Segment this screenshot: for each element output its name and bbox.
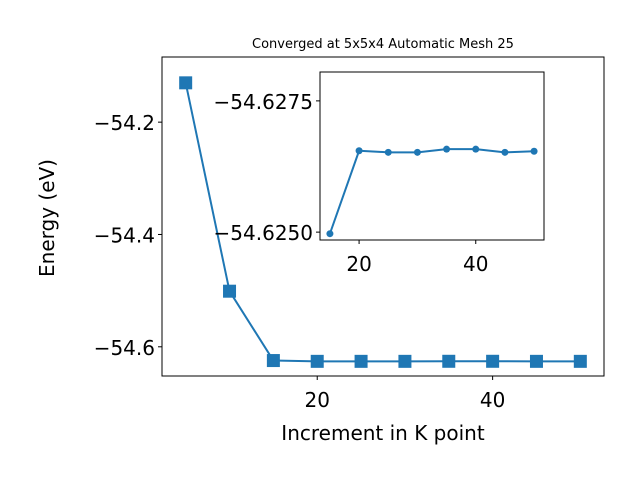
inset-background [320,72,544,240]
inset-plot-area: 20 40 −54.6250 −54.6275 [214,71,545,276]
inset-y-tick-label: −54.6250 [214,221,313,245]
main-data-point [266,354,280,368]
inset-data-point [413,148,421,156]
main-data-point [179,76,193,90]
y-axis-label: Energy (eV) [35,159,59,277]
inset-frame [319,71,545,241]
main-y-tick-label: −54.2 [94,111,155,135]
inset-data-point [384,148,392,156]
x-axis-label: Increment in K point [281,421,485,445]
main-data-point [354,354,368,368]
main-data-point [223,284,237,298]
inset-data-point [355,147,363,155]
inset-series-line [328,148,535,235]
inset-data-point [501,148,509,156]
inset-data-point [472,145,480,153]
chart-title: Converged at 5x5x4 Automatic Mesh 25 [252,37,514,52]
main-data-point [442,354,456,368]
inset-data-point [326,230,334,238]
main-series-line [184,82,581,363]
inset-x-tick-label: 20 [346,252,371,276]
inset-x-tick-label: 40 [463,252,488,276]
inset-data-point [443,145,451,153]
main-data-point [529,354,543,368]
main-data-point [573,354,587,368]
main-x-tick-label: 20 [304,388,329,412]
inset-data-point [530,147,538,155]
main-y-tick-label: −54.4 [94,223,155,247]
main-frame [161,56,605,377]
main-data-point [310,354,324,368]
main-y-tick-label: −54.6 [94,336,155,360]
main-data-point [486,354,500,368]
main-data-point [398,354,412,368]
main-x-tick-label: 40 [480,388,505,412]
inset-y-tick-label: −54.6275 [214,90,313,114]
main-plot-area: 20 40 −54.6 −54.4 −54.2 [94,56,605,412]
